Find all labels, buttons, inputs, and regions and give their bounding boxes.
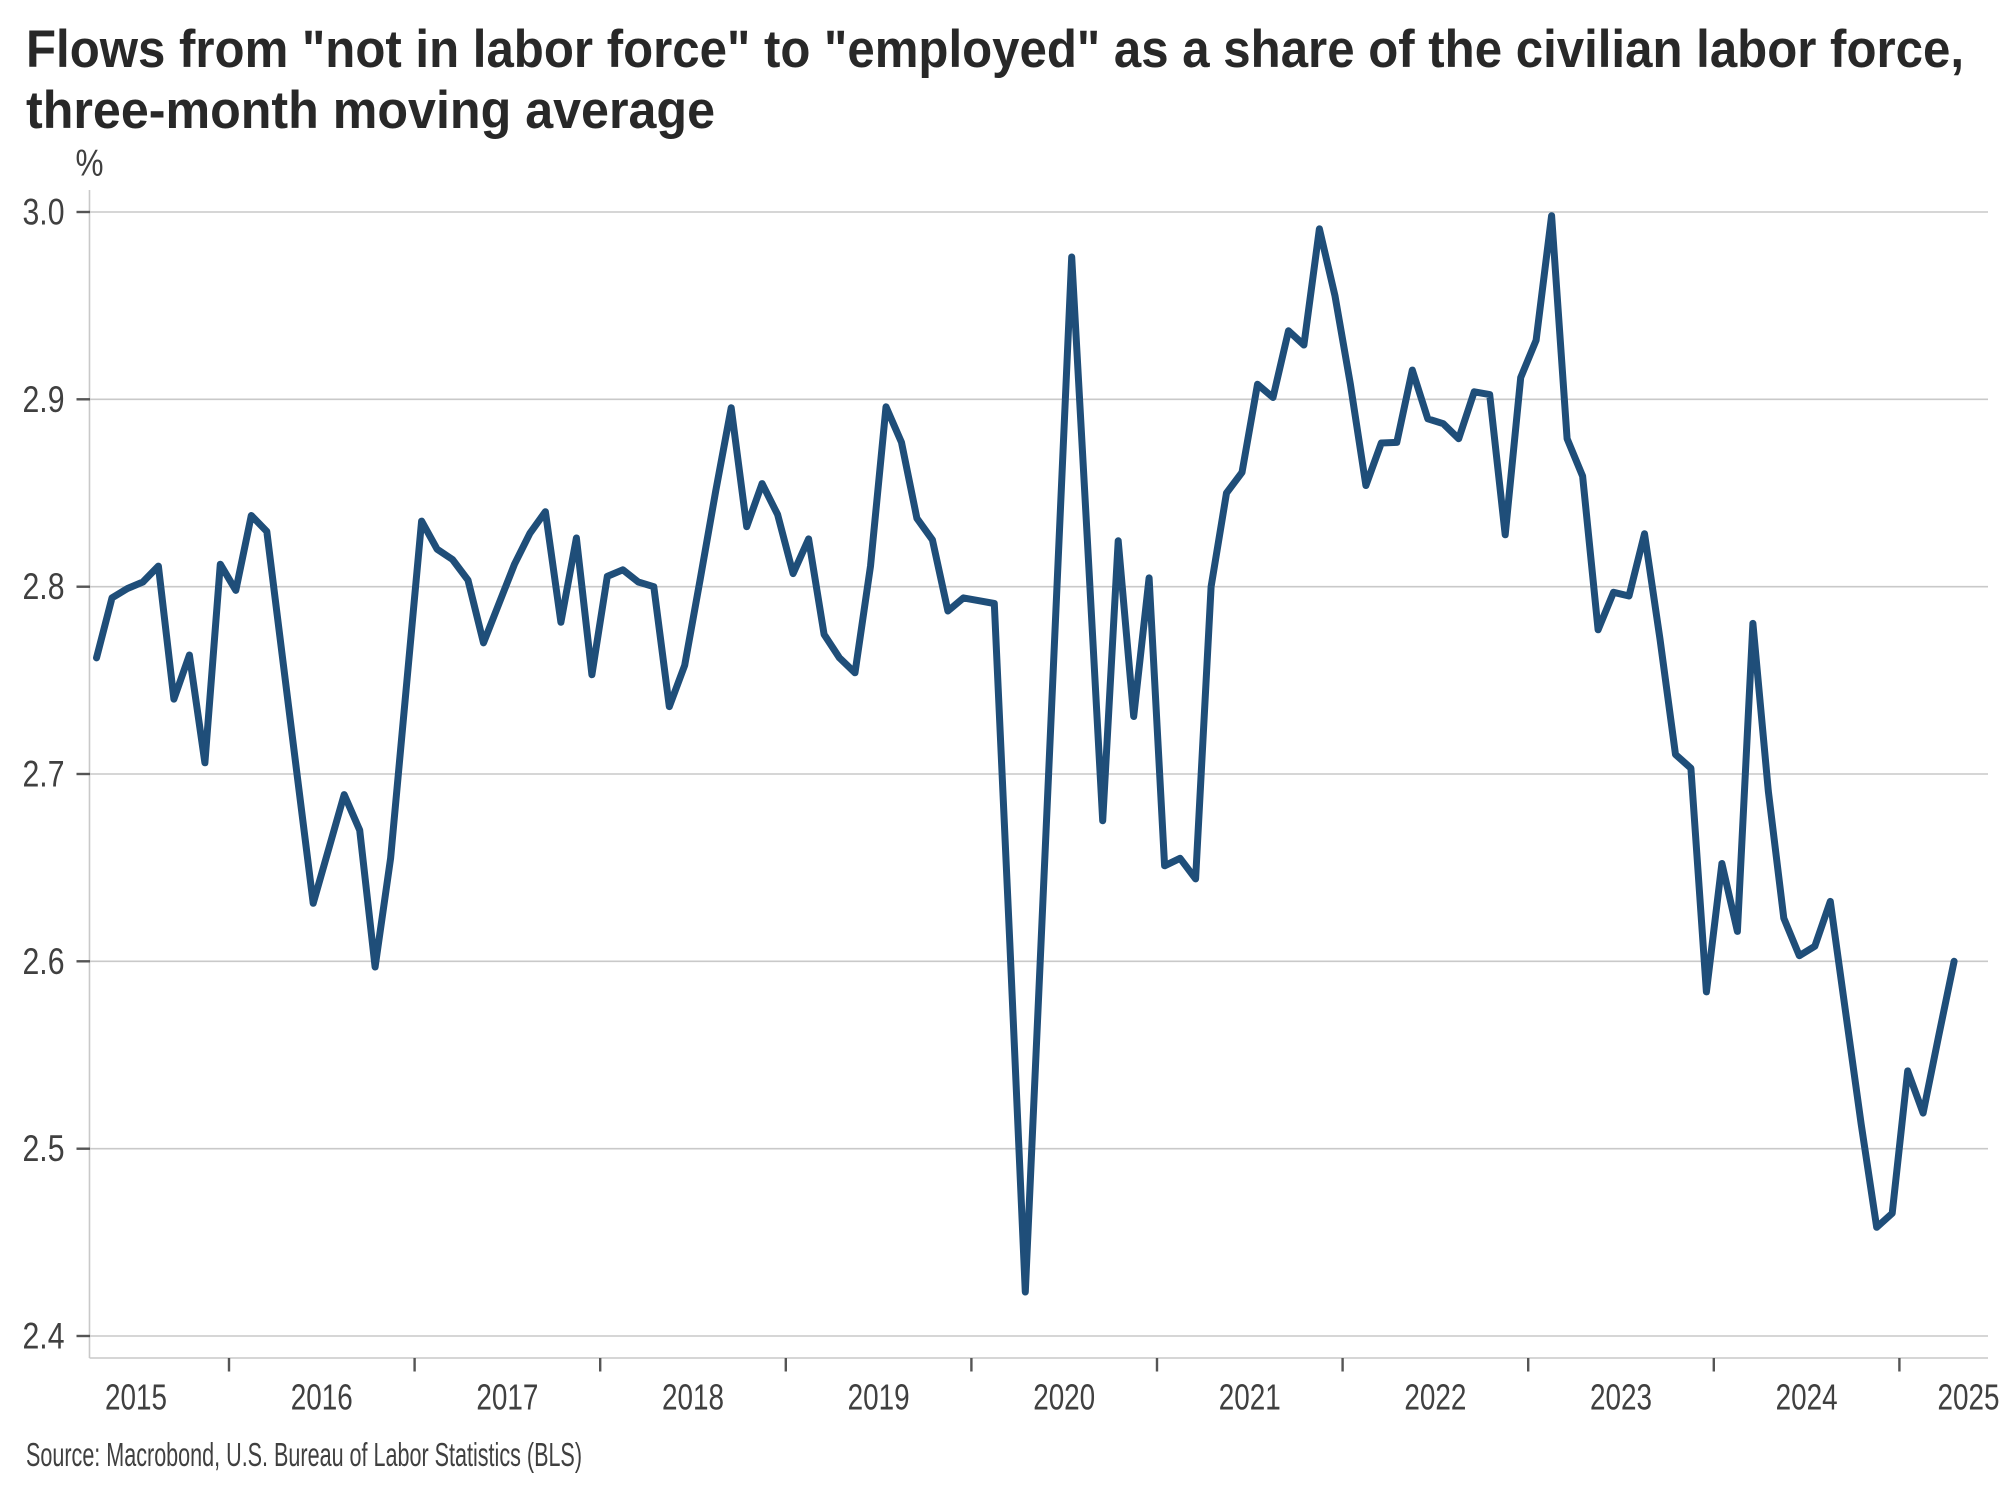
svg-text:2020: 2020 bbox=[1033, 1377, 1095, 1418]
svg-text:2.5: 2.5 bbox=[23, 1128, 65, 1169]
svg-text:2019: 2019 bbox=[848, 1377, 910, 1418]
svg-text:2015: 2015 bbox=[105, 1377, 167, 1418]
svg-text:2023: 2023 bbox=[1590, 1377, 1652, 1418]
svg-text:2018: 2018 bbox=[662, 1377, 724, 1418]
svg-text:2.7: 2.7 bbox=[23, 754, 65, 795]
svg-text:2017: 2017 bbox=[476, 1377, 538, 1418]
svg-text:2025: 2025 bbox=[1938, 1377, 2000, 1418]
svg-text:2021: 2021 bbox=[1219, 1377, 1281, 1418]
svg-text:2.4: 2.4 bbox=[23, 1316, 65, 1357]
svg-text:2022: 2022 bbox=[1404, 1377, 1466, 1418]
svg-text:2.9: 2.9 bbox=[23, 379, 65, 420]
svg-text:2016: 2016 bbox=[291, 1377, 353, 1418]
svg-text:2024: 2024 bbox=[1776, 1377, 1838, 1418]
svg-text:three-month moving average: three-month moving average bbox=[26, 81, 715, 140]
svg-text:3.0: 3.0 bbox=[23, 192, 65, 233]
svg-text:%: % bbox=[76, 143, 104, 185]
svg-text:Source: Macrobond, U.S. Bureau: Source: Macrobond, U.S. Bureau of Labor … bbox=[26, 1436, 582, 1473]
svg-text:2.8: 2.8 bbox=[23, 566, 65, 607]
svg-text:Flows from "not in labor force: Flows from "not in labor force" to "empl… bbox=[26, 20, 1964, 79]
svg-text:2.6: 2.6 bbox=[23, 941, 65, 982]
